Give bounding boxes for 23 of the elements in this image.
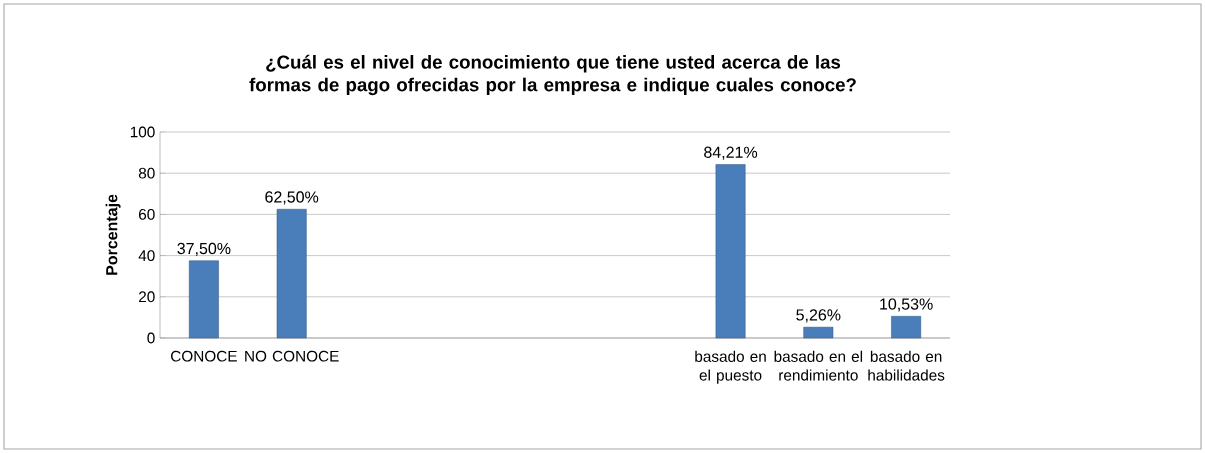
data-label: 10,53%: [880, 298, 933, 312]
data-label: 37,50%: [177, 242, 231, 257]
chart-title: ¿Cuál es el nivel de conocimiento que tiene usted acerca de las formas de pago ofrecidas por la empresa e indique cuales conoce?: [249, 54, 856, 96]
bar: [188, 260, 219, 339]
y-tick-label: 80: [138, 167, 155, 179]
x-tick-label: CONOCE: [171, 350, 237, 362]
y-tick-label: 0: [147, 332, 155, 344]
y-tick-label: 100: [130, 126, 155, 138]
bar: [891, 316, 922, 339]
y-tick-label: 40: [138, 250, 155, 262]
bar: [276, 208, 307, 339]
y-tick-label: 20: [139, 291, 155, 303]
x-tick-label: basado en el puesto: [695, 350, 766, 384]
data-label: 84,21%: [704, 146, 758, 160]
x-tick-label: basado en habilidades: [868, 350, 945, 381]
bar: [803, 326, 834, 339]
data-label: 62,50%: [265, 191, 319, 205]
y-axis-title: Porcentaje: [105, 194, 121, 275]
y-tick-label: 60: [139, 208, 155, 220]
bar: [715, 164, 746, 339]
x-tick-label: NO CONOCE: [245, 350, 339, 362]
x-tick-label: basado en el rendimiento: [774, 350, 863, 381]
data-label: 5,26%: [796, 309, 841, 323]
